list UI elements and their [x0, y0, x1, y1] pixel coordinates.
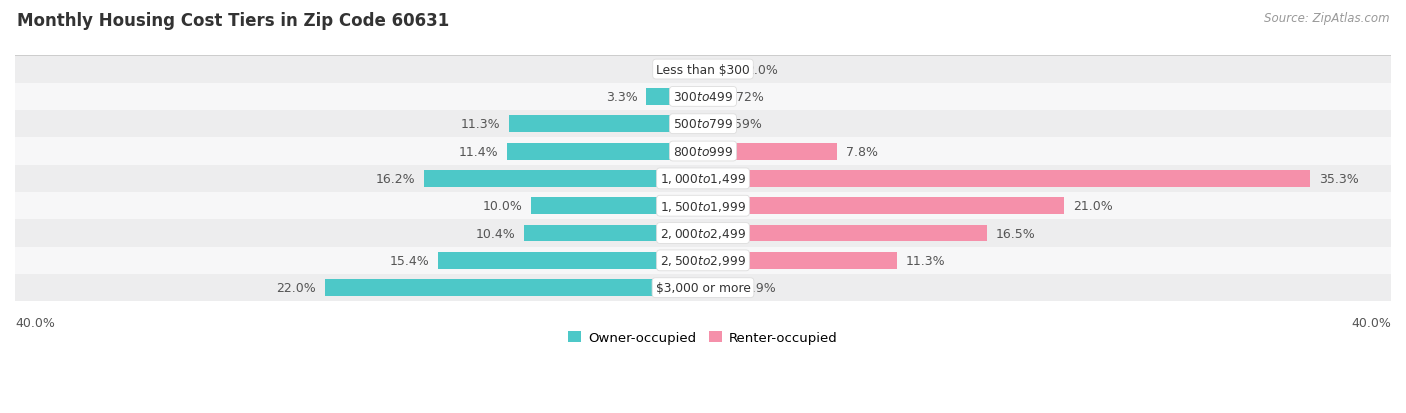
Text: Monthly Housing Cost Tiers in Zip Code 60631: Monthly Housing Cost Tiers in Zip Code 6…: [17, 12, 449, 30]
Bar: [15, 56, 1391, 83]
Bar: [439, 252, 703, 269]
Text: $1,000 to $1,499: $1,000 to $1,499: [659, 172, 747, 186]
Bar: [703, 116, 713, 133]
Text: 7.8%: 7.8%: [846, 145, 877, 158]
Text: $500 to $799: $500 to $799: [673, 118, 733, 131]
Text: 40.0%: 40.0%: [15, 317, 55, 330]
Bar: [508, 143, 703, 160]
Text: $3,000 or more: $3,000 or more: [655, 282, 751, 294]
Text: 35.3%: 35.3%: [1319, 173, 1358, 185]
Bar: [703, 62, 737, 78]
Text: 11.4%: 11.4%: [458, 145, 498, 158]
Bar: [703, 89, 716, 106]
Text: 3.3%: 3.3%: [606, 91, 638, 104]
Bar: [703, 280, 735, 297]
Bar: [325, 280, 703, 297]
Text: 1.9%: 1.9%: [744, 282, 776, 294]
Bar: [703, 171, 1310, 188]
Bar: [703, 225, 987, 242]
Bar: [524, 225, 703, 242]
Text: 0.59%: 0.59%: [721, 118, 762, 131]
Text: $1,500 to $1,999: $1,500 to $1,999: [659, 199, 747, 213]
Text: 21.0%: 21.0%: [1073, 200, 1112, 213]
Bar: [425, 171, 703, 188]
Bar: [647, 89, 703, 106]
Bar: [15, 192, 1391, 220]
Bar: [531, 198, 703, 215]
Text: Source: ZipAtlas.com: Source: ZipAtlas.com: [1264, 12, 1389, 25]
Text: 40.0%: 40.0%: [1351, 317, 1391, 330]
Text: $800 to $999: $800 to $999: [673, 145, 733, 158]
Text: 22.0%: 22.0%: [276, 282, 316, 294]
Text: 16.5%: 16.5%: [995, 227, 1035, 240]
Bar: [15, 247, 1391, 274]
Text: 11.3%: 11.3%: [905, 254, 946, 267]
Bar: [15, 83, 1391, 111]
Text: $2,500 to $2,999: $2,500 to $2,999: [659, 254, 747, 268]
Bar: [15, 138, 1391, 165]
Text: 0.0%: 0.0%: [662, 64, 695, 76]
Legend: Owner-occupied, Renter-occupied: Owner-occupied, Renter-occupied: [562, 325, 844, 349]
Text: 10.4%: 10.4%: [475, 227, 516, 240]
Bar: [703, 143, 837, 160]
Bar: [703, 252, 897, 269]
Bar: [15, 220, 1391, 247]
Text: 10.0%: 10.0%: [482, 200, 523, 213]
Text: 11.3%: 11.3%: [460, 118, 501, 131]
Text: 15.4%: 15.4%: [389, 254, 429, 267]
Text: 0.72%: 0.72%: [724, 91, 763, 104]
Bar: [15, 165, 1391, 192]
Bar: [509, 116, 703, 133]
Text: $2,000 to $2,499: $2,000 to $2,499: [659, 226, 747, 240]
Bar: [15, 111, 1391, 138]
Text: 16.2%: 16.2%: [377, 173, 416, 185]
Text: $300 to $499: $300 to $499: [673, 91, 733, 104]
Text: 2.0%: 2.0%: [747, 64, 778, 76]
Bar: [703, 198, 1064, 215]
Text: Less than $300: Less than $300: [657, 64, 749, 76]
Bar: [15, 274, 1391, 301]
